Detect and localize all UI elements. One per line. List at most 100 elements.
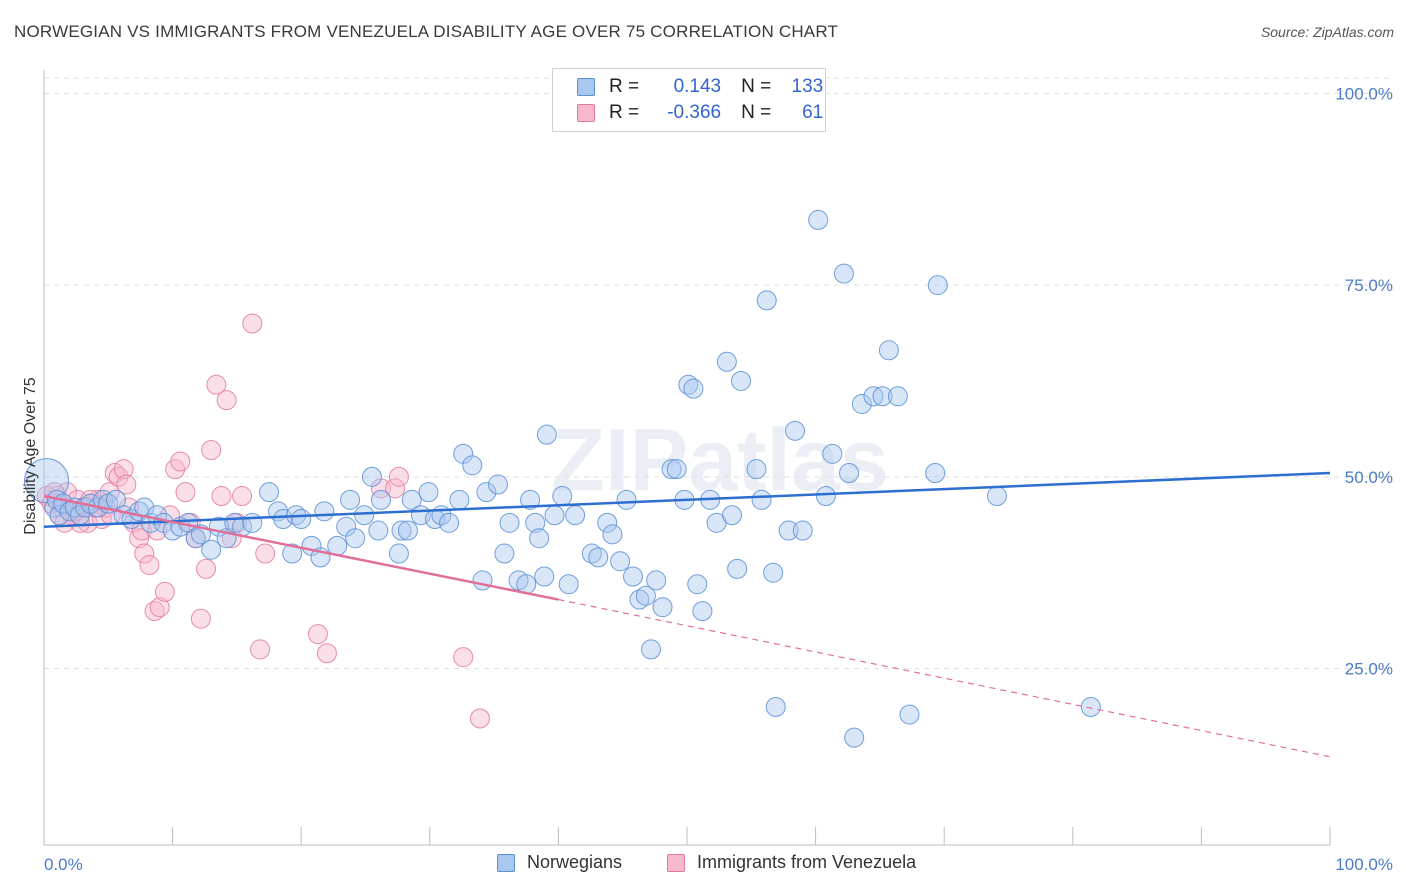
legend-r-label: R = bbox=[609, 76, 640, 97]
y-tick-label: 50.0% bbox=[1345, 468, 1393, 487]
y-tick-label: 25.0% bbox=[1345, 660, 1393, 679]
data-point bbox=[307, 624, 328, 645]
data-point bbox=[370, 489, 391, 510]
legend-n-label: N = bbox=[741, 76, 772, 97]
data-point bbox=[808, 209, 829, 230]
trend-line-venezuela bbox=[43, 494, 559, 601]
chart-title: NORWEGIAN VS IMMIGRANTS FROM VENEZUELA D… bbox=[14, 22, 839, 41]
data-point bbox=[291, 509, 312, 530]
data-point bbox=[149, 597, 170, 618]
data-point bbox=[449, 489, 470, 510]
data-point bbox=[242, 313, 263, 334]
data-point bbox=[190, 608, 211, 629]
data-point bbox=[552, 486, 573, 507]
data-point bbox=[469, 708, 490, 729]
legend-swatch-pink bbox=[577, 104, 595, 122]
data-point bbox=[525, 512, 546, 533]
data-point bbox=[113, 459, 134, 480]
data-point bbox=[635, 585, 656, 606]
data-point bbox=[129, 528, 150, 549]
data-point bbox=[255, 543, 276, 564]
trend-line-norwegians bbox=[43, 471, 1331, 528]
data-point bbox=[462, 455, 483, 476]
data-point bbox=[70, 512, 91, 533]
legend-n-value: 61 bbox=[802, 102, 824, 123]
data-point bbox=[692, 601, 713, 622]
data-point bbox=[986, 486, 1007, 507]
data-point bbox=[154, 581, 175, 602]
data-point bbox=[345, 528, 366, 549]
data-point bbox=[544, 505, 565, 526]
data-point bbox=[756, 290, 777, 311]
data-point bbox=[731, 370, 752, 391]
data-point bbox=[487, 474, 508, 495]
data-point bbox=[887, 386, 908, 407]
data-point bbox=[640, 639, 661, 660]
data-point bbox=[751, 489, 772, 510]
data-point bbox=[727, 558, 748, 579]
data-point bbox=[397, 520, 418, 541]
data-point bbox=[494, 543, 515, 564]
data-point bbox=[925, 463, 946, 484]
data-point bbox=[602, 524, 623, 545]
data-point bbox=[716, 351, 737, 372]
data-point bbox=[722, 505, 743, 526]
data-point bbox=[778, 520, 799, 541]
legend-n-label: N = bbox=[741, 102, 772, 123]
legend-label-venezuela: Immigrants from Venezuela bbox=[697, 852, 917, 872]
data-point bbox=[206, 374, 227, 395]
data-point bbox=[282, 543, 303, 564]
data-point bbox=[629, 589, 650, 610]
data-point bbox=[661, 459, 682, 480]
legend-label-norwegians: Norwegians bbox=[527, 852, 623, 872]
chart-source: Source: ZipAtlas.com bbox=[1260, 24, 1394, 40]
correlation-legend: R = 0.143 N = 133 R = -0.366 N = 61 bbox=[552, 68, 826, 132]
legend-row-venezuela: R = -0.366 N = 61 bbox=[577, 101, 823, 125]
legend-item-venezuela[interactable]: Immigrants from Venezuela bbox=[667, 852, 916, 873]
data-point bbox=[536, 424, 557, 445]
data-point bbox=[839, 463, 860, 484]
norwegian-points bbox=[24, 209, 1101, 748]
data-point bbox=[666, 459, 687, 480]
data-point bbox=[851, 393, 872, 414]
data-point bbox=[196, 558, 217, 579]
data-point bbox=[520, 489, 541, 510]
data-point bbox=[134, 543, 155, 564]
data-point bbox=[385, 478, 406, 499]
data-point bbox=[232, 486, 253, 507]
data-point bbox=[652, 597, 673, 618]
trend-lines bbox=[43, 471, 1331, 758]
data-point bbox=[815, 486, 836, 507]
data-point bbox=[439, 512, 460, 533]
data-point bbox=[368, 520, 389, 541]
data-point bbox=[211, 486, 232, 507]
y-axis-label: Disability Age Over 75 bbox=[22, 377, 39, 535]
data-point bbox=[597, 512, 618, 533]
data-point bbox=[388, 466, 409, 487]
data-point bbox=[687, 574, 708, 595]
data-point bbox=[844, 727, 865, 748]
data-point bbox=[746, 459, 767, 480]
watermark: ZIPatlas bbox=[551, 410, 888, 509]
data-point bbox=[354, 505, 375, 526]
data-point bbox=[170, 451, 191, 472]
y-tick-label: 75.0% bbox=[1345, 276, 1393, 295]
data-point bbox=[250, 639, 271, 660]
data-point bbox=[340, 489, 361, 510]
data-point bbox=[763, 562, 784, 583]
data-point bbox=[792, 520, 813, 541]
data-point bbox=[201, 439, 222, 460]
legend-n-value: 133 bbox=[791, 76, 824, 97]
legend-item-norwegians[interactable]: Norwegians bbox=[497, 852, 622, 873]
data-point bbox=[646, 570, 667, 591]
data-point bbox=[872, 386, 893, 407]
data-point bbox=[476, 482, 497, 503]
data-point bbox=[683, 378, 704, 399]
data-point bbox=[499, 512, 520, 533]
grid-lines bbox=[44, 77, 1392, 670]
data-point bbox=[833, 263, 854, 284]
y-tick-label: 100.0% bbox=[1335, 84, 1393, 103]
data-point bbox=[259, 482, 280, 503]
legend-r-label: R = bbox=[609, 102, 640, 123]
